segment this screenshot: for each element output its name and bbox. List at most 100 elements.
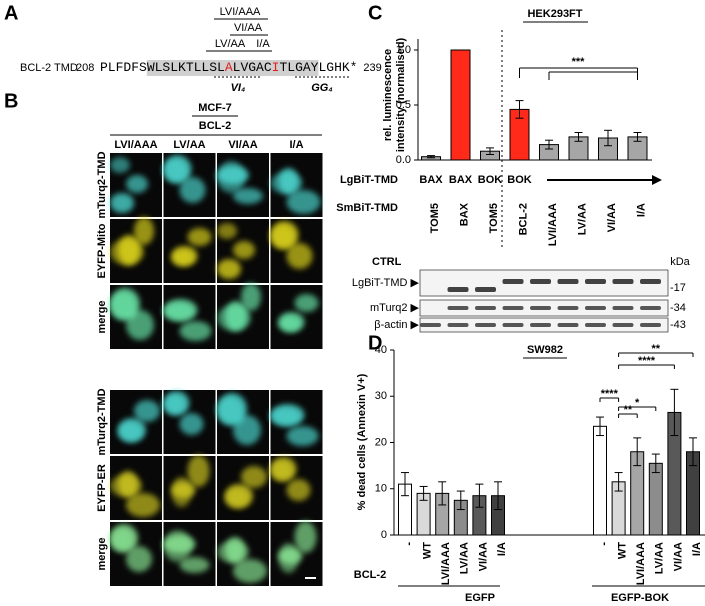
tmd-highlight xyxy=(146,60,319,76)
significance-bracket xyxy=(618,406,657,411)
cell xyxy=(118,235,140,265)
cell xyxy=(270,221,299,249)
y-tick-label: 20 xyxy=(375,436,387,448)
cell xyxy=(225,301,247,331)
cell xyxy=(286,190,321,214)
cell xyxy=(294,521,317,553)
blot-band xyxy=(585,306,606,310)
column-label: LVI/AAA xyxy=(114,139,157,151)
error-bar xyxy=(633,437,642,467)
blot-marker: -34 xyxy=(670,302,686,314)
cell xyxy=(217,166,249,184)
micrograph xyxy=(217,219,269,283)
category-label: LVI/AAA xyxy=(440,542,452,585)
column-label: LV/AA xyxy=(173,139,205,151)
error-bar xyxy=(545,139,553,150)
row-label: LgBiT-TMD xyxy=(340,174,398,186)
micrograph xyxy=(217,456,269,520)
bar xyxy=(593,425,607,536)
row-label: EYFP-ER xyxy=(96,464,108,512)
y-axis-label: % dead cells (Annexin V+) xyxy=(356,373,368,510)
cell xyxy=(179,321,212,341)
cell xyxy=(171,246,198,266)
y-tick-label: 1.0 xyxy=(396,44,411,56)
micrograph xyxy=(110,390,162,454)
blot-band xyxy=(530,323,551,327)
cell xyxy=(233,188,263,204)
y-axis-label: rel. luminescence xyxy=(382,49,394,141)
cell xyxy=(187,228,212,246)
error-bar xyxy=(515,100,524,119)
cell xyxy=(286,243,313,269)
blot-band xyxy=(447,323,469,327)
cell xyxy=(278,168,299,194)
cell xyxy=(126,546,152,572)
error-bar xyxy=(633,132,642,142)
mutant-label: LV/AA xyxy=(215,38,246,50)
blot-row-label: β-actin ▶ xyxy=(374,319,419,331)
sequence-part: WLSLKTLLSL xyxy=(147,60,225,75)
column-label: I/A xyxy=(289,139,303,151)
row-label: merge xyxy=(96,300,108,333)
group-label: BCL-2 xyxy=(199,120,231,132)
blot-band xyxy=(502,306,524,310)
row-label: mTurq2-TMD xyxy=(96,151,108,218)
blot-lane-label: CTRL xyxy=(372,256,402,268)
blot-band xyxy=(475,306,496,310)
row-label: SmBiT-TMD xyxy=(336,202,398,214)
blot-marker: -17 xyxy=(670,282,686,294)
tmd-label: BCL-2 TMD xyxy=(20,62,78,74)
error-bar xyxy=(456,490,465,511)
significance-label: ** xyxy=(652,343,661,355)
cell xyxy=(278,548,303,564)
cell xyxy=(163,299,198,321)
blot-row-label: mTurq2 ▶ xyxy=(370,302,420,314)
cell xyxy=(110,193,134,213)
cell xyxy=(225,484,253,508)
cell xyxy=(233,559,267,583)
sequence-part: A xyxy=(225,60,233,75)
cell xyxy=(286,479,311,501)
bar xyxy=(450,49,471,161)
cell xyxy=(110,288,140,320)
mutant-label: I/A xyxy=(256,38,270,50)
motif-label: GG₄ xyxy=(311,82,333,94)
significance-bracket xyxy=(599,397,620,402)
micrograph xyxy=(270,390,323,454)
cell xyxy=(134,217,154,245)
category-label: VI/AA xyxy=(672,542,684,571)
cell xyxy=(126,493,160,517)
micrograph xyxy=(163,285,216,349)
blot-band xyxy=(475,323,496,327)
blot-band xyxy=(640,306,661,310)
error-bar xyxy=(604,129,612,147)
cell xyxy=(110,524,138,552)
sequence-part: I xyxy=(272,60,280,75)
blot-band xyxy=(530,279,551,284)
error-bar xyxy=(427,155,435,159)
panel-label: B xyxy=(4,90,18,112)
significance-label: *** xyxy=(572,56,586,68)
micrograph xyxy=(110,522,162,586)
category-label: LVI/AAA xyxy=(635,542,647,585)
motif-label: VI₄ xyxy=(231,82,246,94)
mutant-label: VI/AA xyxy=(234,22,263,34)
category-label: BOK xyxy=(478,174,503,186)
category-label: LVI/AAA xyxy=(547,203,559,246)
cell xyxy=(217,259,241,279)
category-label: WT xyxy=(617,542,629,559)
cell xyxy=(134,400,160,422)
mutant-label: LVI/AAA xyxy=(220,6,261,18)
micrograph xyxy=(110,217,162,283)
significance-label: **** xyxy=(601,388,619,400)
micrograph xyxy=(217,283,269,349)
cell xyxy=(278,312,305,332)
micrograph xyxy=(163,390,216,454)
sequence-part: GAC xyxy=(248,60,272,75)
blot-band xyxy=(612,306,634,310)
blot-marker: -43 xyxy=(670,319,686,331)
y-tick-label: 0.5 xyxy=(396,99,411,111)
cell xyxy=(270,404,305,426)
significance-bracket xyxy=(519,67,638,80)
